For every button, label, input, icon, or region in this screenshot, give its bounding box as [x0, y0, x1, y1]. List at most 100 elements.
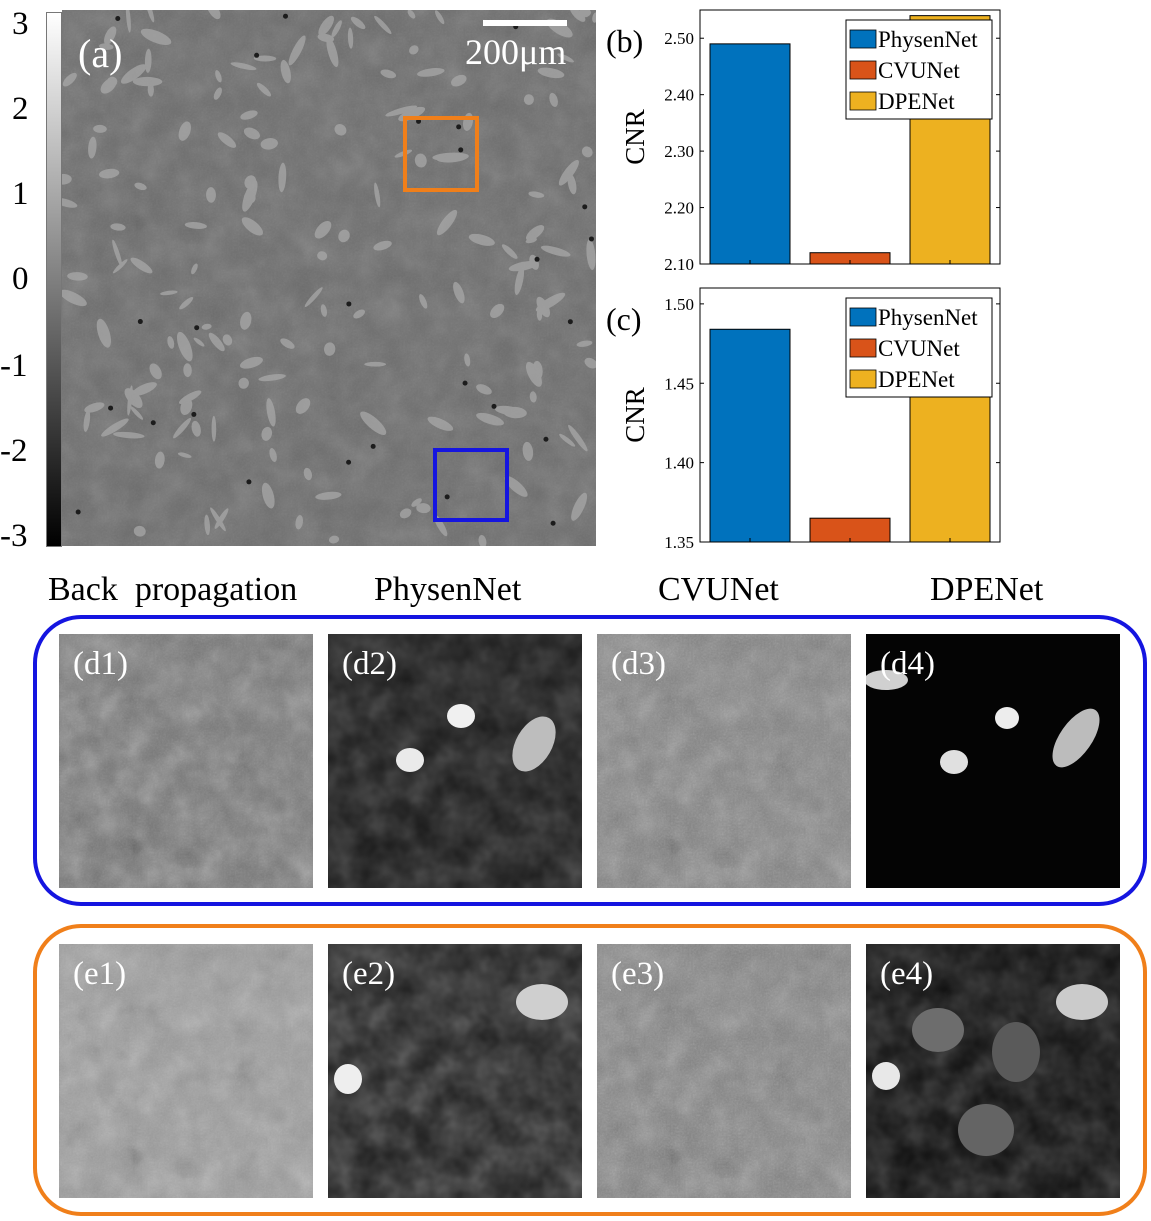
cell-blob	[523, 94, 534, 105]
cell-blob	[353, 309, 365, 319]
cell-blob	[269, 448, 277, 462]
cell-blob	[145, 10, 155, 23]
cell-blob	[295, 398, 311, 414]
cell-blob	[132, 76, 163, 87]
cell-blob	[206, 187, 216, 203]
cell-blob	[67, 272, 88, 281]
cell-blob	[213, 87, 222, 100]
debris-dot	[416, 118, 422, 124]
cell-blob	[326, 37, 339, 68]
cell-blob	[204, 514, 210, 536]
cell-blob	[318, 15, 335, 36]
cell-blob	[501, 244, 518, 259]
cell-blob	[278, 162, 287, 193]
cell-blob	[360, 411, 387, 435]
cell-blob	[62, 289, 87, 307]
column-title-back-propagation: Back propagation	[48, 571, 298, 608]
debris-dot	[582, 204, 588, 210]
cell-blob	[525, 225, 545, 241]
thumb-d3: (d3)	[597, 634, 851, 888]
legend-label: PhysenNet	[878, 305, 978, 330]
cell-blob	[154, 451, 165, 469]
thumb-label: (e4)	[880, 956, 934, 992]
cell-blob	[373, 240, 392, 251]
debris-dot	[588, 236, 594, 242]
debris-dot	[456, 124, 462, 130]
debris-dot	[444, 494, 450, 500]
cell-blob	[124, 388, 143, 408]
cell-blob	[62, 173, 72, 185]
debris-dot	[254, 52, 260, 58]
thumb-label: (d1)	[73, 646, 128, 682]
thumb-e4: (e4)	[866, 944, 1120, 1198]
y-axis-label: CNR	[620, 387, 650, 443]
cell-blob	[110, 223, 126, 231]
colorbar-tick: -3	[0, 518, 28, 554]
debris-dot	[282, 13, 288, 19]
cell-blob	[374, 182, 381, 208]
column-title-physennet: PhysenNet	[374, 571, 522, 608]
y-tick-label: 2.40	[664, 86, 694, 105]
cell-blob	[453, 281, 465, 304]
cell-blob	[84, 402, 105, 413]
cell-blob	[522, 441, 534, 461]
cell-blob	[206, 10, 221, 20]
cell-blob	[242, 180, 258, 212]
cell-blob	[435, 10, 445, 25]
bar-physennet	[709, 328, 791, 543]
panel-label: (b)	[606, 23, 643, 59]
cell-blob	[101, 418, 129, 437]
y-tick-label: 1.45	[664, 374, 694, 393]
cell-blob	[411, 498, 422, 507]
chart-c: 1.35 1.40 1.45 1.50 CNR (c) PhysenNet CVUNet DPE…	[606, 287, 1001, 552]
cell-blob	[239, 356, 263, 369]
colorbar-tick: 3	[12, 6, 29, 42]
cell-blob	[414, 153, 427, 168]
cell-blob	[288, 35, 306, 66]
cell-blob	[261, 482, 275, 509]
cell-blob	[62, 197, 78, 208]
cell-blob	[514, 266, 525, 295]
thumb-e3: (e3)	[597, 944, 851, 1198]
legend-swatch	[849, 338, 877, 358]
thumb-d2: (d2)	[328, 634, 582, 888]
colorbar-tick: -2	[0, 433, 28, 469]
y-tick-label: 1.50	[664, 295, 694, 314]
legend-label: DPENet	[878, 89, 955, 114]
legend-swatch	[849, 60, 877, 80]
panel-a-image: (a) 200μm	[62, 10, 596, 546]
cell-blob	[347, 27, 354, 49]
debris-dot	[458, 147, 464, 153]
debris-dot	[191, 411, 197, 417]
cell-blob	[191, 263, 198, 275]
cell-blob	[112, 239, 123, 267]
column-title-cvunet: CVUNet	[658, 571, 779, 608]
cell-blob	[317, 33, 335, 43]
cell-blob	[314, 220, 332, 239]
y-tick-label: 2.20	[664, 199, 694, 218]
cell-blob	[350, 16, 366, 30]
debris-dot	[462, 380, 468, 386]
cell-blob	[99, 168, 120, 179]
thumb-e1: (e1)	[59, 944, 313, 1198]
cell-blob	[334, 123, 347, 136]
cell-blob	[380, 69, 397, 79]
cell-blob	[584, 357, 596, 369]
cell-blob	[476, 412, 504, 426]
cell-blob	[525, 237, 537, 244]
debris-dot	[491, 403, 497, 409]
scale-bar-label: 200μm	[465, 32, 567, 72]
cell-texture	[62, 10, 596, 546]
debris-dot	[194, 325, 200, 331]
cell-blob	[179, 297, 194, 310]
cell-blob	[104, 26, 117, 45]
colorbar-tick: 1	[12, 176, 29, 212]
cell-blob	[571, 492, 588, 521]
debris-dot	[550, 520, 556, 526]
cell-blob	[134, 182, 147, 191]
cell-blob	[113, 431, 145, 439]
cell-blob	[132, 382, 157, 396]
debris-dot	[246, 479, 252, 485]
row-d-frame	[33, 615, 1147, 906]
cell-blob	[258, 374, 286, 382]
